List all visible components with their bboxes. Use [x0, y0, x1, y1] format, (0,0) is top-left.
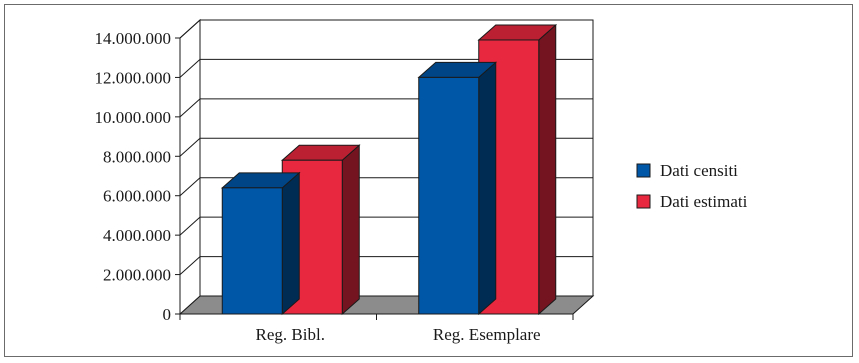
- bar-censiti: [419, 62, 496, 314]
- bar-censiti: [222, 173, 299, 314]
- y-tick-label: 10.000.000: [95, 108, 172, 127]
- y-tick-label: 2.000.000: [103, 266, 171, 285]
- bar-front: [222, 188, 282, 314]
- x-tick-label: Reg. Esemplare: [433, 325, 541, 344]
- y-tick-label: 4.000.000: [103, 226, 171, 245]
- x-tick-label: Reg. Bibl.: [256, 325, 325, 344]
- legend-label: Dati censiti: [660, 161, 738, 180]
- bar-side: [342, 145, 359, 314]
- bar-side: [282, 173, 299, 314]
- y-tick-label: 14.000.000: [95, 29, 172, 48]
- chart-side-wall: [180, 20, 200, 314]
- legend-label: Dati estimati: [660, 192, 748, 211]
- legend-swatch: [637, 195, 650, 208]
- y-tick-label: 0: [163, 305, 172, 324]
- legend-swatch: [637, 164, 650, 177]
- bar-side: [539, 25, 556, 314]
- y-tick-label: 6.000.000: [103, 187, 171, 206]
- y-tick-label: 8.000.000: [103, 147, 171, 166]
- bar-side: [479, 62, 496, 314]
- bar-front: [419, 77, 479, 314]
- y-tick-label: 12.000.000: [95, 68, 172, 87]
